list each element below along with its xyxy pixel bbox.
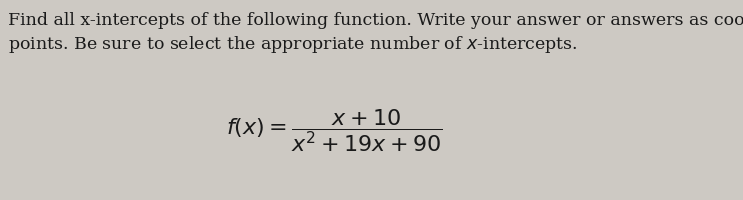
Text: $f(x) = \dfrac{x + 10}{x^2 + 19x + 90}$: $f(x) = \dfrac{x + 10}{x^2 + 19x + 90}$: [226, 107, 443, 153]
Text: Find all x-intercepts of the following function. Write your answer or answers as: Find all x-intercepts of the following f…: [8, 12, 743, 29]
Text: points. Be sure to select the appropriate number of $x$-intercepts.: points. Be sure to select the appropriat…: [8, 34, 577, 55]
